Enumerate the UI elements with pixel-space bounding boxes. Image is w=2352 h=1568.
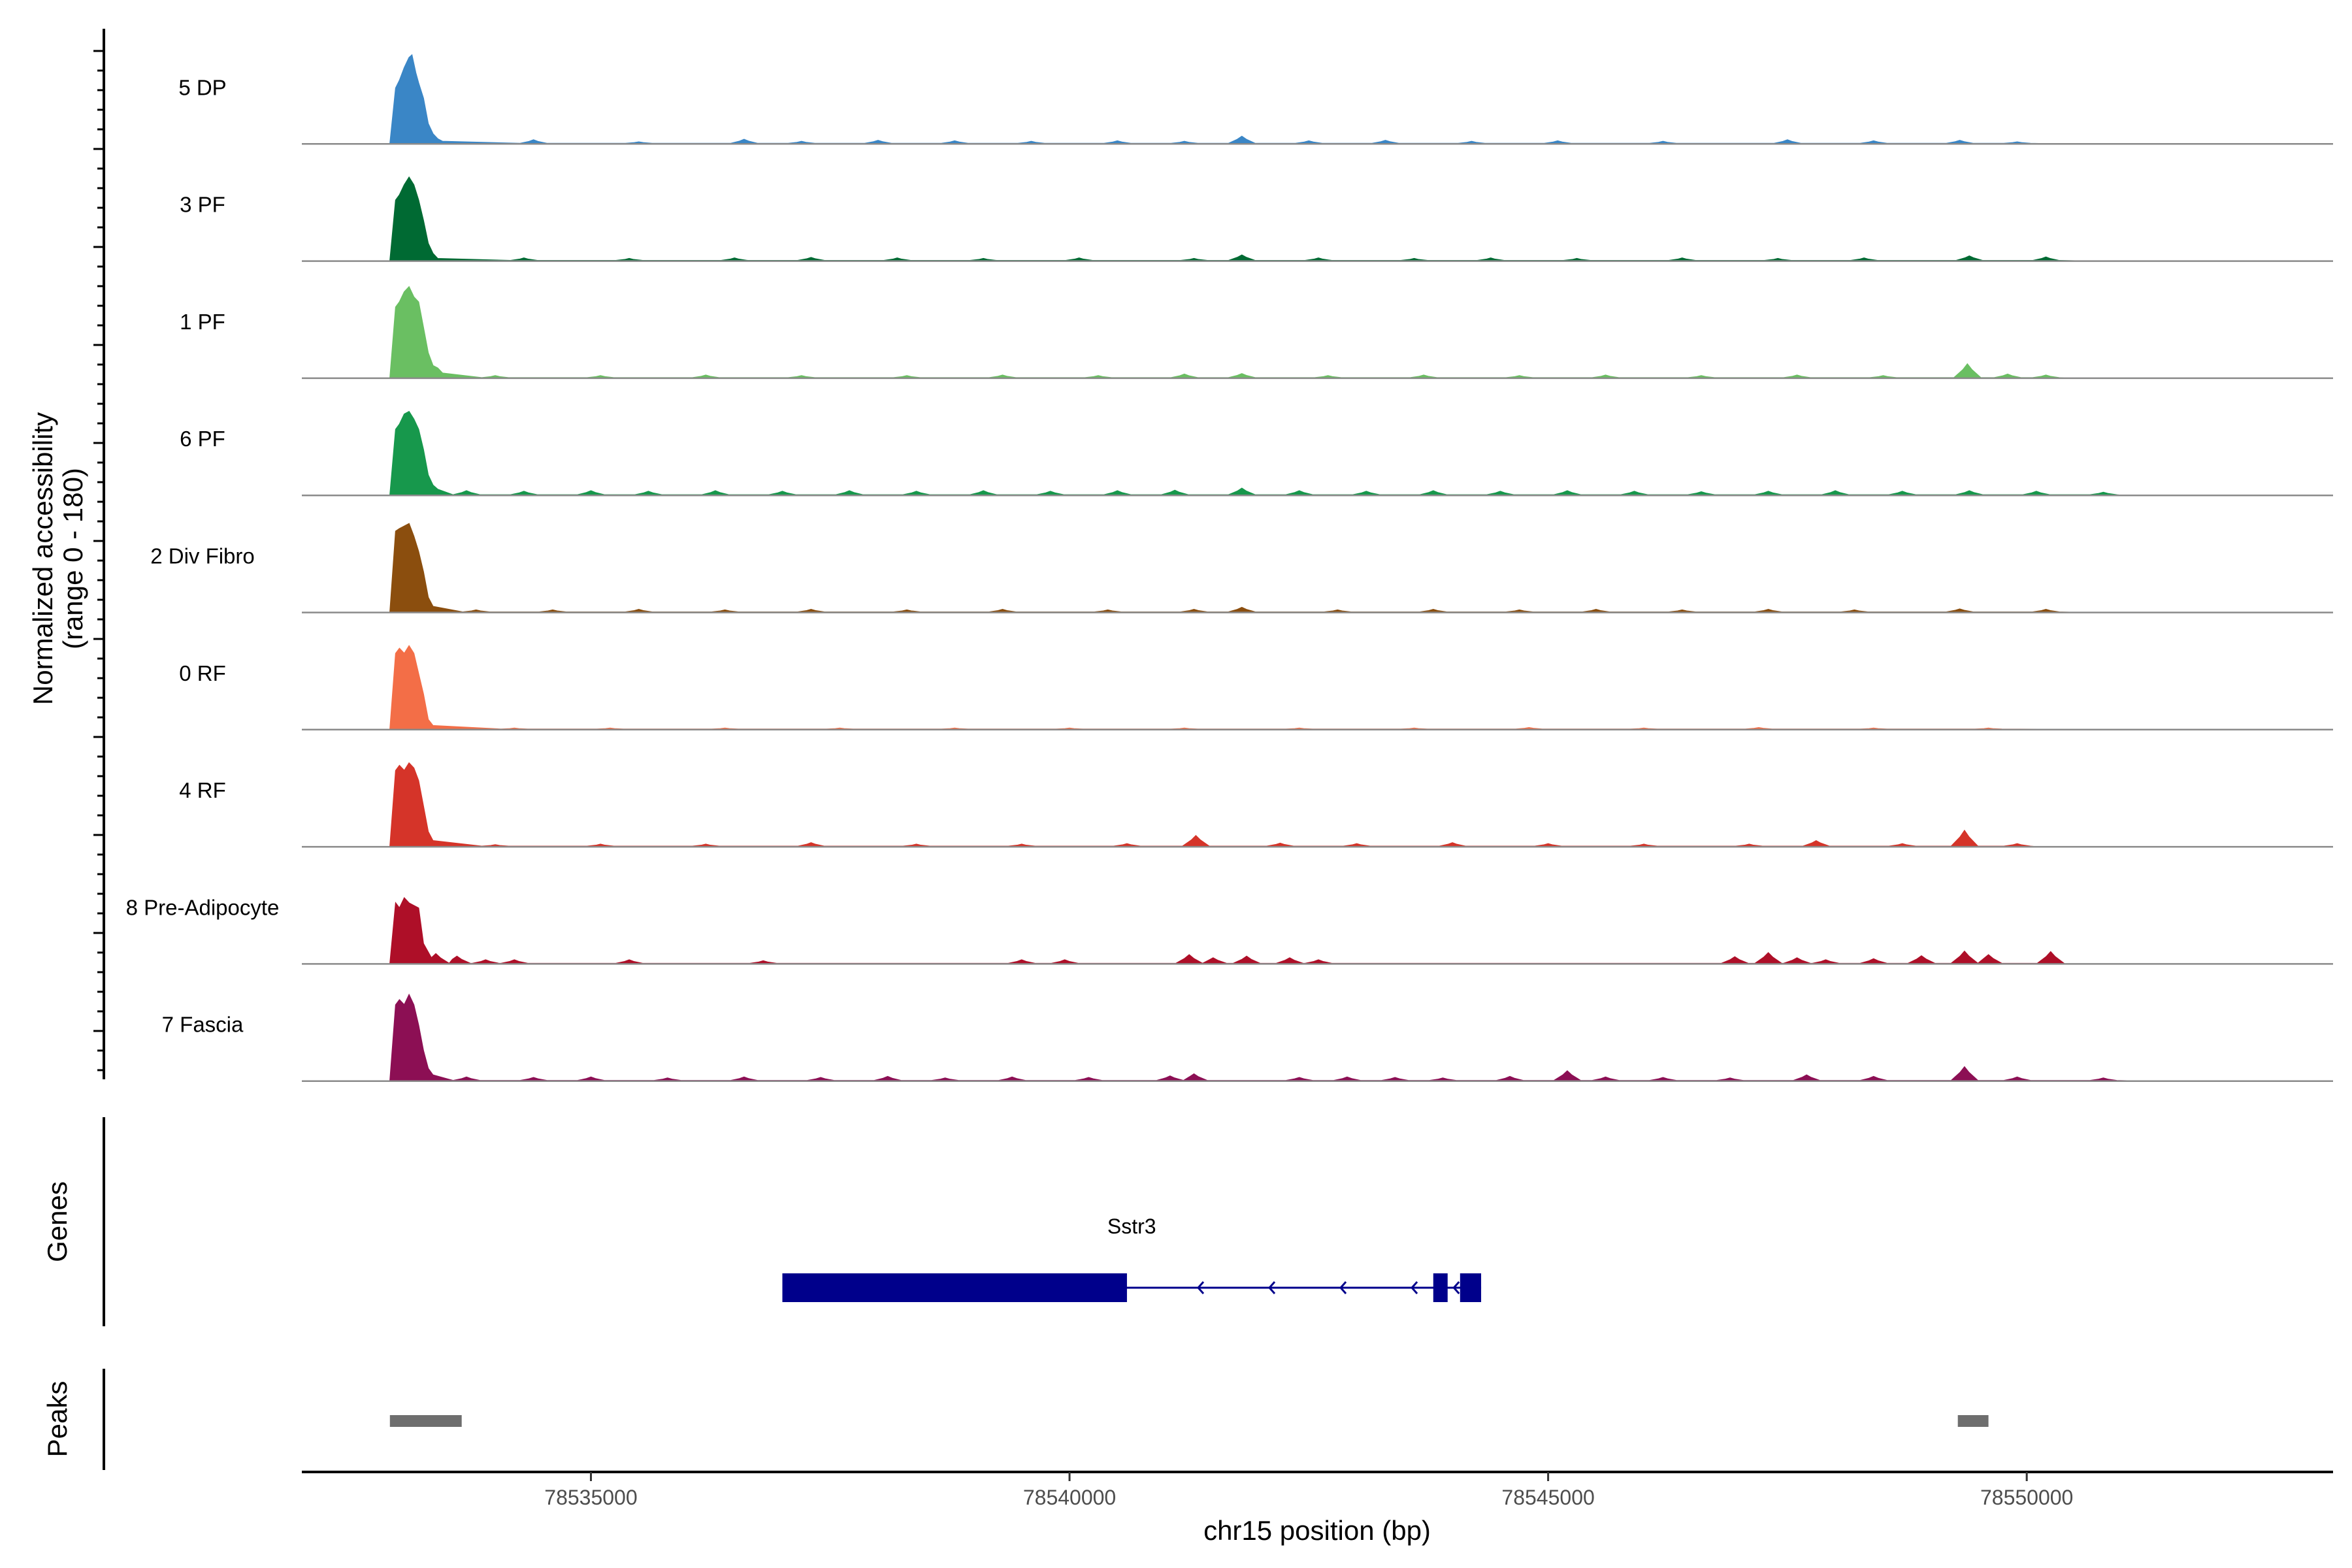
strand-arrow: [1411, 1281, 1418, 1294]
track-7-fascia: 7 Fascia: [162, 993, 2333, 1082]
coverage-area: [389, 54, 2056, 145]
coverage-area: [389, 410, 2123, 496]
track-label: 4 RF: [179, 778, 226, 802]
strand-arrow: [1452, 1281, 1460, 1294]
track-label: 8 Pre-Adipocyte: [126, 895, 280, 919]
peak-bar: [1957, 1415, 1989, 1427]
track-5-dp: 5 DP: [178, 54, 2333, 145]
gene-sstr3: Sstr3: [782, 1215, 1482, 1302]
track-label: 3 PF: [180, 193, 225, 217]
peak-track: [389, 1415, 1989, 1427]
track-8-pre-adipocyte: 8 Pre-Adipocyte: [126, 895, 2333, 965]
coverage-area: [389, 896, 2066, 965]
gene-exon: [1433, 1273, 1448, 1302]
track-1-pf: 1 PF: [180, 286, 2333, 380]
strand-arrow: [1268, 1281, 1276, 1294]
x-tick-label: 78545000: [1501, 1486, 1594, 1509]
x-axis-ticks: 78535000 78540000 78545000 78550000: [544, 1472, 2073, 1509]
y-axis-ticks: [93, 50, 104, 1071]
track-label: 2 Div Fibro: [150, 544, 255, 568]
x-axis-title: chr15 position (bp): [1203, 1515, 1431, 1546]
gene-track: Sstr3: [782, 1215, 1482, 1302]
genes-panel-title: Genes: [42, 1181, 73, 1262]
gene-exon: [782, 1273, 1127, 1302]
track-label: 0 RF: [179, 661, 226, 685]
gene-label: Sstr3: [1107, 1215, 1156, 1238]
coverage-area: [389, 993, 2142, 1082]
coverage-area: [389, 286, 2065, 379]
strand-arrow: [1339, 1281, 1347, 1294]
track-6-pf: 6 PF: [180, 410, 2333, 497]
y-axis-subtitle: (range 0 - 180): [57, 468, 88, 649]
coverage-area: [389, 176, 2085, 262]
peaks-panel-title: Peaks: [42, 1381, 73, 1458]
track-3-pf: 3 PF: [180, 176, 2333, 262]
gene-exon: [1460, 1273, 1482, 1302]
track-2-div-fibro: 2 Div Fibro: [150, 523, 2333, 613]
x-tick-label: 78535000: [544, 1486, 637, 1509]
track-0-rf: 0 RF: [179, 645, 2333, 731]
coverage-area: [389, 645, 2123, 730]
track-label: 6 PF: [180, 427, 225, 451]
strand-arrow: [1196, 1281, 1205, 1294]
coverage-area: [389, 523, 2075, 613]
track-label: 7 Fascia: [162, 1013, 244, 1037]
coverage-tracks: 5 DP 3 PF 1 PF 6 PF 2 Div Fibro 0 RF 4 RF 8 Pre…: [126, 54, 2333, 1082]
track-4-rf: 4 RF: [179, 762, 2333, 848]
track-label: 1 PF: [180, 310, 225, 334]
x-tick-label: 78540000: [1023, 1486, 1116, 1509]
coverage-area: [389, 762, 2036, 847]
y-axis-title: Normalized accessibility: [27, 412, 58, 705]
x-tick-label: 78550000: [1980, 1486, 2073, 1509]
peak-bar: [389, 1415, 462, 1427]
track-label: 5 DP: [178, 75, 226, 99]
